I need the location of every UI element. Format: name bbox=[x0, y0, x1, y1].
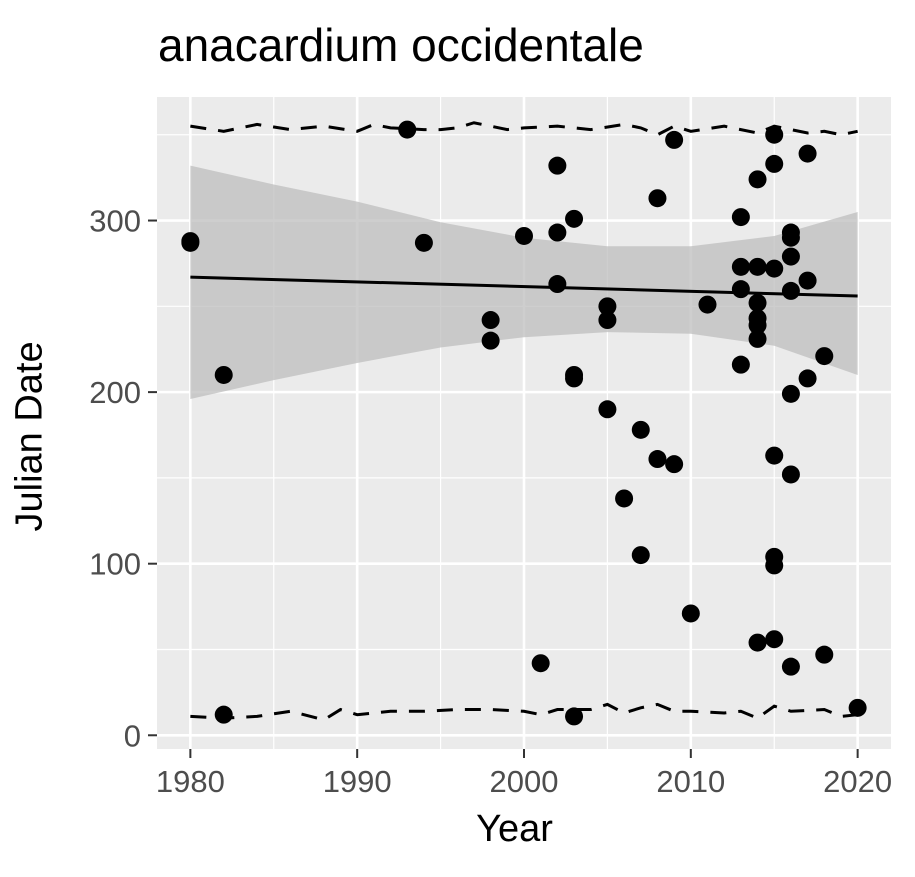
y-axis-ticks: 0 100 200 300 bbox=[89, 204, 157, 753]
upper-bound-dashed-line bbox=[190, 121, 858, 137]
data-point bbox=[748, 257, 767, 276]
data-point bbox=[765, 630, 784, 649]
data-point bbox=[765, 556, 784, 575]
data-point bbox=[765, 154, 784, 173]
x-tick-label: 1990 bbox=[323, 764, 392, 799]
data-point bbox=[781, 247, 800, 266]
data-point bbox=[648, 189, 667, 208]
data-point bbox=[481, 331, 500, 350]
data-point bbox=[698, 295, 717, 314]
x-axis-label-wrap: Year bbox=[0, 808, 915, 851]
data-point bbox=[798, 271, 817, 290]
data-point bbox=[565, 369, 584, 388]
data-point bbox=[815, 645, 834, 664]
data-point bbox=[748, 170, 767, 189]
data-point bbox=[731, 280, 750, 299]
data-point bbox=[548, 275, 567, 294]
data-point bbox=[681, 604, 700, 623]
data-point bbox=[481, 311, 500, 330]
x-tick-label: 2020 bbox=[823, 764, 892, 799]
data-point bbox=[548, 156, 567, 175]
data-point bbox=[781, 657, 800, 676]
x-axis-label: Year bbox=[476, 808, 553, 850]
x-tick-label: 2010 bbox=[656, 764, 725, 799]
x-axis-ticks: 1980 1990 2000 2010 2020 bbox=[156, 749, 892, 799]
data-point bbox=[615, 489, 634, 508]
data-point bbox=[748, 316, 767, 335]
data-point bbox=[798, 369, 817, 388]
data-point bbox=[214, 705, 233, 724]
lower-bound-dashed-line bbox=[190, 702, 858, 722]
data-point bbox=[765, 446, 784, 465]
y-tick-label: 100 bbox=[89, 547, 141, 582]
data-point bbox=[515, 226, 533, 245]
data-point bbox=[531, 654, 550, 673]
data-point bbox=[848, 698, 867, 717]
data-point bbox=[748, 293, 767, 312]
data-point bbox=[414, 233, 433, 252]
data-point bbox=[598, 311, 617, 330]
data-point bbox=[731, 355, 750, 374]
data-point bbox=[781, 465, 800, 484]
data-point bbox=[648, 450, 667, 469]
y-tick-label: 200 bbox=[89, 375, 141, 410]
data-point bbox=[748, 329, 767, 348]
data-points bbox=[181, 120, 867, 726]
data-point bbox=[665, 130, 684, 149]
data-point bbox=[548, 223, 567, 242]
chart-title: anacardium occidentale bbox=[158, 19, 644, 71]
y-tick-label: 0 bbox=[124, 718, 141, 753]
data-point bbox=[565, 209, 584, 228]
confidence-band bbox=[190, 165, 858, 399]
x-tick-label: 2000 bbox=[490, 764, 559, 799]
data-point bbox=[781, 228, 800, 247]
data-point bbox=[631, 546, 650, 565]
data-point bbox=[765, 259, 784, 278]
data-point bbox=[565, 707, 584, 726]
data-point bbox=[214, 365, 233, 384]
data-point bbox=[781, 281, 800, 300]
data-point bbox=[598, 297, 617, 316]
data-point bbox=[748, 633, 767, 652]
data-point bbox=[731, 208, 750, 227]
data-point bbox=[815, 347, 834, 366]
data-point bbox=[631, 420, 650, 439]
data-point bbox=[181, 232, 200, 251]
data-point bbox=[765, 125, 784, 144]
x-tick-label: 1980 bbox=[156, 764, 225, 799]
major-gridlines bbox=[157, 97, 891, 749]
y-axis-label: Julian Date bbox=[8, 341, 51, 532]
data-point bbox=[665, 455, 684, 474]
data-point bbox=[798, 144, 817, 163]
data-point bbox=[598, 400, 617, 419]
y-tick-label: 300 bbox=[89, 204, 141, 239]
data-point bbox=[731, 257, 750, 276]
data-point bbox=[398, 120, 417, 139]
data-point bbox=[781, 384, 800, 403]
